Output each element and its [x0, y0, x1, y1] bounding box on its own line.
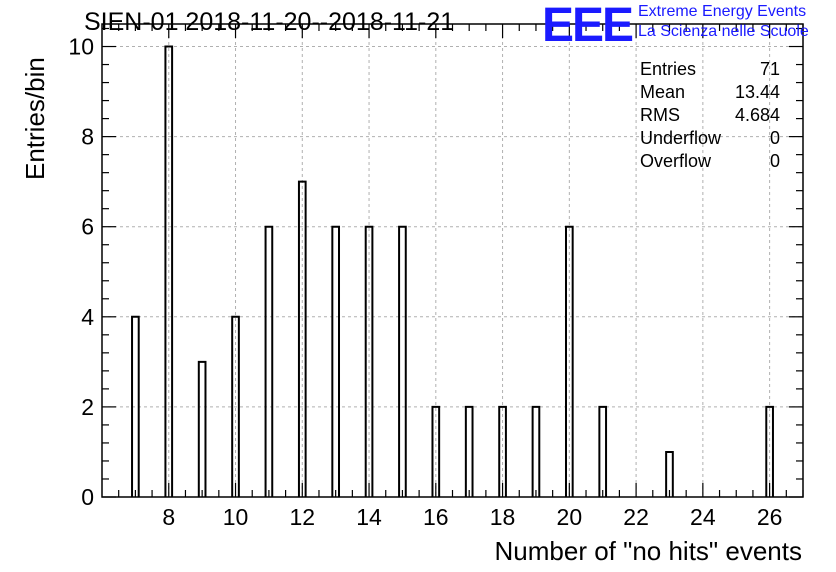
histogram-bar: [364, 225, 374, 497]
x-tick-label: 14: [356, 504, 382, 530]
eee-logo: EEE: [542, 0, 634, 52]
y-tick-label: 4: [81, 304, 94, 330]
stats-label: Mean: [640, 82, 686, 102]
histogram-bar: [665, 450, 674, 497]
logo-line-2: La Scienza nelle Scuole: [638, 23, 809, 40]
x-tick-label: 22: [623, 504, 649, 530]
y-axis-label: Entries/bin: [20, 57, 50, 180]
stats-value: 0: [769, 151, 780, 171]
stats-row-entries: Entries 71: [640, 58, 780, 81]
histogram-bar: [231, 315, 240, 497]
y-tick-label: 6: [81, 214, 94, 240]
stats-row-rms: RMS 4.684: [640, 104, 780, 127]
stats-label: RMS: [640, 105, 680, 125]
stats-label: Underflow: [640, 128, 722, 148]
grid-lines: [102, 24, 803, 498]
y-tick-label: 8: [81, 124, 94, 150]
x-tick-label: 10: [223, 504, 249, 530]
y-tick-label: 2: [81, 394, 94, 420]
histogram-bar: [297, 180, 307, 497]
stats-row-mean: Mean 13.44: [640, 81, 780, 104]
x-axis-label: Number of "no hits" events: [494, 536, 803, 566]
axis-ticks: [102, 24, 804, 498]
x-tick-label: 20: [557, 504, 583, 530]
histogram-bar: [131, 315, 140, 497]
stats-label: Overflow: [640, 151, 712, 171]
x-tick-label: 26: [757, 504, 783, 530]
stats-label: Entries: [640, 59, 697, 79]
histogram-bar: [564, 225, 574, 497]
logo-line-1: Extreme Energy Events: [638, 3, 807, 20]
chart-title: SIEN-01 2018-11-20--2018-11-21: [84, 8, 455, 36]
histogram-bar: [531, 405, 541, 497]
stats-row-underflow: Underflow 0: [640, 127, 780, 150]
histogram-bar: [498, 405, 507, 497]
histogram-bar: [164, 45, 174, 497]
histogram-bar: [331, 225, 341, 497]
logo-caption: Extreme Energy Events La Scienza nelle S…: [638, 2, 809, 42]
histogram-bar: [264, 225, 274, 497]
histogram-bar: [197, 360, 207, 497]
histogram-bar: [765, 405, 774, 497]
stats-row-overflow: Overflow 0: [640, 150, 780, 173]
x-tick-label: 16: [423, 504, 449, 530]
x-tick-label: 24: [690, 504, 716, 530]
histogram-bar: [598, 405, 608, 497]
stats-value: 71: [759, 59, 780, 79]
histogram-bar: [464, 405, 474, 497]
histogram-bar: [398, 225, 407, 497]
x-tick-label: 8: [162, 504, 175, 530]
stats-value: 4.684: [734, 105, 780, 125]
stats-value: 13.44: [734, 82, 780, 102]
y-tick-label: 10: [68, 34, 94, 60]
stats-value: 0: [769, 128, 780, 148]
x-tick-label: 12: [289, 504, 315, 530]
x-tick-label: 18: [490, 504, 516, 530]
histogram-bars: [131, 45, 774, 497]
histogram-bar: [431, 405, 441, 497]
stats-box: Entries 71 Mean 13.44 RMS 4.684 Underflo…: [640, 58, 780, 173]
y-tick-label: 0: [81, 484, 94, 510]
